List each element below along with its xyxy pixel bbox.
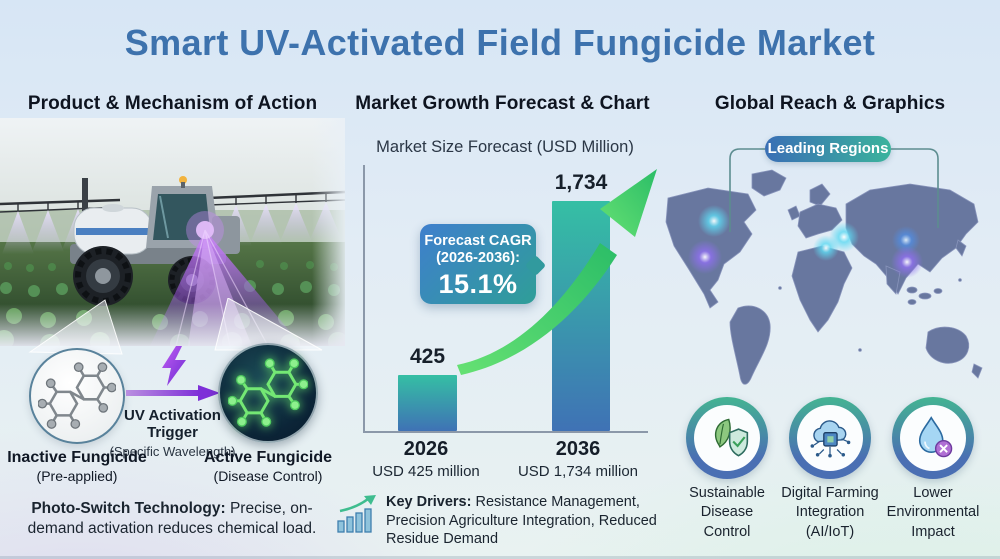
bar-2026: 425	[398, 165, 457, 431]
section-market-forecast: Market Growth Forecast & Chart Market Si…	[337, 0, 665, 559]
growth-arrow	[457, 169, 657, 375]
cagr-value: 15.1%	[438, 268, 518, 299]
section-product-mechanism: Product & Mechanism of Action	[0, 0, 345, 559]
photo-switch-note-rest: Precise, on-demand activation reduces ch…	[27, 500, 317, 538]
active-fungicide-label: Active Fungicide (Disease Control)	[193, 449, 343, 484]
year-2036: 2036	[555, 438, 601, 460]
active-molecule-circle	[218, 343, 318, 443]
left-section-header: Product & Mechanism of Action	[27, 93, 318, 114]
uv-trigger-caption: UV Activation Trigger (Specific Waveleng…	[90, 407, 255, 459]
bar-2026-value: 425	[409, 345, 446, 368]
droplet-x-icon	[900, 405, 966, 471]
bar-2036-value: 1,734	[554, 171, 608, 194]
leaf-shield-icon	[694, 405, 760, 471]
inactive-molecule-circle	[29, 348, 125, 444]
bar-chart: 425 1,734 Forecast CAGR (2026-2036): 15.…	[363, 165, 657, 433]
page-title: Smart UV-Activated Field Fungicide Marke…	[124, 22, 876, 63]
region-bracket-lines	[729, 148, 939, 232]
bar-2026-rect	[398, 375, 457, 431]
feature-environment-ring	[892, 397, 974, 479]
photo-switch-note: Photo-Switch Technology: Precise, on-dem…	[14, 499, 330, 539]
feature-digital-ring	[789, 397, 871, 479]
region-glow-points	[688, 205, 923, 278]
key-drivers-bold: Key Drivers:	[386, 494, 472, 510]
year-2026: 2026	[403, 438, 449, 460]
active-fungicide-sub: (Disease Control)	[213, 468, 323, 484]
cagr-badge: Forecast CAGR (2026-2036): 15.1%	[420, 224, 536, 304]
activation-arrow	[126, 385, 220, 401]
key-drivers-note: Key Drivers: Resistance Management, Prec…	[336, 493, 670, 549]
active-molecule-icon	[228, 358, 308, 427]
middle-section-header: Market Growth Forecast & Chart	[355, 93, 650, 114]
sprayer-tractor	[70, 176, 240, 306]
uv-sprayer-field-illustration	[0, 118, 345, 346]
feature-digital-label: Digital Farming Integration (AI/IoT)	[781, 485, 879, 540]
inactive-molecule-icon	[38, 362, 116, 429]
mini-bar-chart-icon	[337, 495, 376, 533]
inactive-fungicide-label: Inactive Fungicide (Pre-applied)	[2, 449, 152, 484]
inactive-fungicide-sub: (Pre-applied)	[36, 468, 118, 484]
cagr-line1: Forecast CAGR	[424, 233, 532, 249]
feature-environment-label: Lower Environmental Impact	[886, 485, 980, 540]
feature-sustainable-label: Sustainable Disease Control	[689, 485, 765, 540]
active-fungicide-title: Active Fungicide	[203, 449, 333, 466]
cagr-line2: (2026-2036):	[436, 250, 520, 267]
cloud-chip-icon	[797, 405, 863, 471]
usd-2026: USD 425 million	[372, 463, 480, 480]
x-label-2036: 2036 USD 1,734 million	[508, 438, 648, 480]
feature-sustainable-ring	[686, 397, 768, 479]
right-section-header: Global Reach & Graphics	[714, 93, 946, 114]
world-map	[665, 169, 983, 385]
leading-regions-badge: Leading Regions	[765, 136, 891, 162]
x-label-2026: 2026 USD 425 million	[356, 438, 496, 480]
uv-bolt-icon	[162, 346, 186, 386]
photo-switch-note-bold: Photo-Switch Technology:	[31, 500, 226, 517]
key-drivers-rest: Resistance Management, Precision Agricul…	[386, 494, 657, 548]
usd-2036: USD 1,734 million	[517, 463, 639, 480]
inactive-fungicide-title: Inactive Fungicide	[7, 449, 147, 466]
uv-trigger-line2: Trigger	[147, 423, 198, 441]
section-global-reach: Global Reach & Graphics Leading Regions	[660, 0, 1000, 559]
uv-trigger-sub: (Specific Wavelength)	[109, 443, 236, 459]
uv-trigger-line1: UV Activation	[124, 407, 221, 424]
chart-title: Market Size Forecast (USD Million)	[376, 138, 634, 156]
